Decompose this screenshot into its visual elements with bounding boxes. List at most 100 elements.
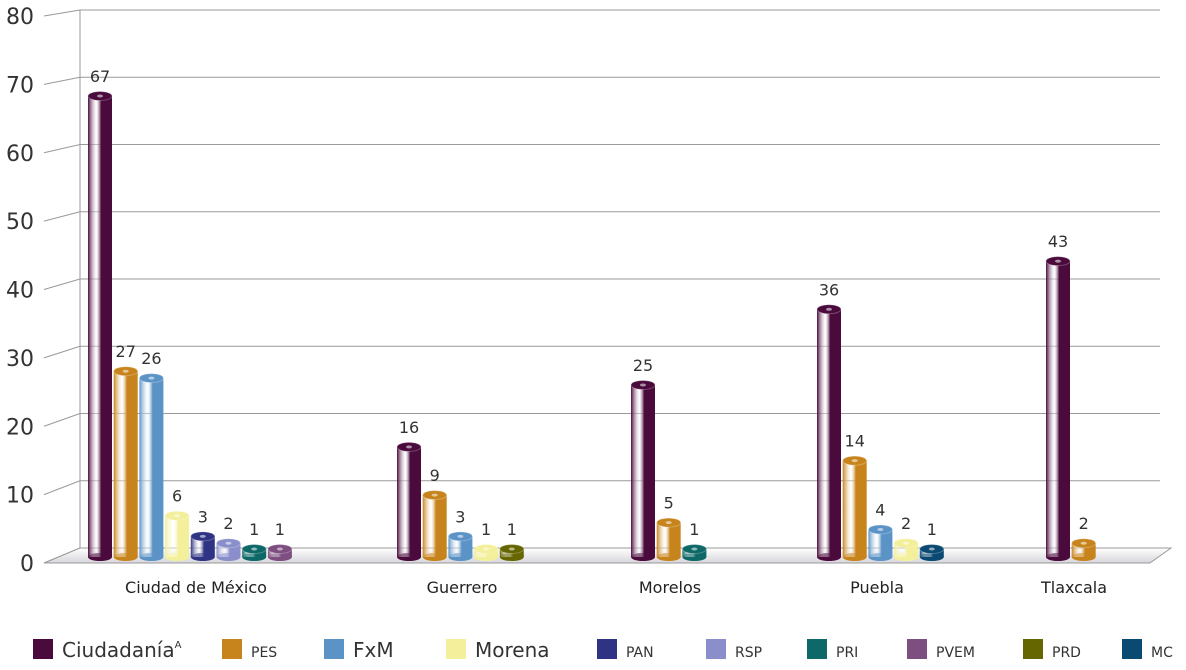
legend-item-pri: PRI: [807, 639, 858, 661]
bar-morelos-ciudadania: [630, 379, 656, 561]
bar-tlaxcala-pes: [1071, 538, 1097, 561]
grid-layer: [43, 9, 1160, 564]
value-label: 2: [223, 514, 233, 533]
y-tick-connector: [43, 211, 81, 222]
bar-morelos-pes: [656, 517, 682, 561]
legend-swatch: [222, 639, 242, 659]
bar-morelos-pri: [681, 544, 707, 561]
legend-label: CiudadaníaA: [62, 638, 182, 662]
y-tick-connector: [43, 76, 81, 85]
y-tick-label: 70: [6, 73, 34, 98]
bar-puebla-mc: [919, 544, 945, 561]
legend-swatch: [324, 639, 344, 659]
legend-item-pvem: PVEM: [907, 639, 975, 661]
bar-ciudad-de-mexico-pri: [241, 544, 267, 561]
legend-swatch: [597, 639, 617, 659]
legend-label: FxM: [353, 638, 394, 662]
value-label: 2: [1079, 514, 1089, 533]
bar-group-guerrero: [396, 441, 525, 561]
value-label: 14: [845, 432, 865, 451]
legend-label: PAN: [626, 645, 654, 661]
value-label: 9: [430, 466, 440, 485]
legend-item-pes: PES: [222, 639, 277, 661]
bar-ciudad-de-mexico-rsp: [216, 538, 241, 561]
x-tick-label: Puebla: [850, 578, 904, 597]
legend-item-prd: PRD: [1023, 639, 1081, 661]
legend-label: PES: [251, 645, 277, 661]
x-tick-label: Tlaxcala: [1040, 578, 1107, 597]
legend-item-mc: MC: [1122, 639, 1173, 661]
y-tick-label: 50: [6, 210, 34, 235]
value-label: 27: [116, 342, 136, 361]
x-tick-label: Morelos: [639, 578, 701, 597]
value-label: 1: [275, 520, 285, 539]
value-label: 1: [249, 520, 259, 539]
y-axis: 0 10 20 30 40 50 60 70 80: [6, 5, 34, 577]
bar-ciudad-de-mexico-pes: [113, 366, 139, 561]
value-label: 6: [172, 487, 182, 506]
bar-puebla-pes: [842, 455, 868, 561]
bars-layer: [87, 91, 1097, 561]
x-axis-labels: Ciudad de México Guerrero Morelos Puebla Tla…: [125, 578, 1107, 597]
y-tick-label: 10: [6, 484, 34, 509]
value-label: 3: [198, 507, 208, 526]
legend-item-rsp: RSP: [706, 639, 762, 661]
y-tick-connector: [43, 9, 81, 17]
legend-swatch: [33, 639, 53, 659]
legend-label: Morena: [475, 638, 550, 662]
value-label: 16: [399, 418, 419, 437]
value-label: 3: [455, 507, 465, 526]
y-tick-label: 80: [6, 5, 34, 30]
bar-guerrero-pes: [422, 490, 448, 561]
x-tick-label: Guerrero: [427, 578, 498, 597]
bar-puebla-morena: [893, 538, 919, 561]
bar-ciudad-de-mexico-pvem: [267, 544, 293, 561]
bar-guerrero-fxm: [447, 531, 473, 561]
legend-swatch: [807, 639, 827, 659]
value-label: 4: [875, 500, 885, 519]
bar-group-tlaxcala: [1045, 256, 1097, 561]
value-label: 1: [507, 520, 517, 539]
value-label: 43: [1048, 232, 1068, 251]
bar-tlaxcala-ciudadania: [1045, 256, 1071, 561]
bar-group-morelos: [630, 379, 707, 561]
bar-ciudad-de-mexico-morena: [164, 510, 190, 561]
bar-ciudad-de-mexico-pan: [190, 531, 216, 561]
value-label: 5: [664, 494, 674, 513]
bar-puebla-fxm: [867, 524, 893, 561]
value-label: 36: [819, 280, 839, 299]
legend-item-pan: PAN: [597, 639, 654, 661]
bar-ciudad-de-mexico-fxm: [138, 373, 164, 561]
bar-group-ciudad-de-mexico: [87, 91, 293, 561]
y-tick-label: 30: [6, 347, 34, 372]
legend-label: RSP: [735, 645, 762, 661]
legend-swatch: [706, 639, 726, 659]
y-tick-label: 20: [6, 415, 34, 440]
bar-guerrero-prd: [499, 544, 525, 561]
y-tick-connector: [43, 144, 81, 154]
value-label: 1: [689, 520, 699, 539]
bar-group-puebla: [816, 304, 945, 561]
x-tick-label: Ciudad de México: [125, 578, 267, 597]
value-label: 25: [633, 356, 653, 375]
value-label: 1: [481, 520, 491, 539]
y-tick-label: 0: [20, 552, 34, 577]
y-tick-connector: [43, 278, 81, 290]
value-label: 67: [90, 67, 110, 86]
legend-label: MC: [1151, 645, 1173, 661]
legend-swatch: [1122, 639, 1142, 659]
y-tick-label: 60: [6, 142, 34, 167]
legend: CiudadaníaA PES FxM Morena PAN RSP PRI PVEM PRD M…: [33, 638, 1173, 662]
y-tick-connector: [43, 413, 81, 427]
value-label: 26: [141, 349, 161, 368]
legend-item-ciudadania: CiudadaníaA: [33, 638, 182, 662]
legend-swatch: [907, 639, 927, 659]
bar-guerrero-morena: [473, 544, 499, 561]
legend-label: PRD: [1052, 645, 1081, 661]
legend-item-fxm: FxM: [324, 638, 394, 662]
legend-swatch: [1023, 639, 1043, 659]
value-label: 1: [927, 520, 937, 539]
legend-swatch: [446, 639, 466, 659]
bar-ciudad-de-mexico-ciudadania: [87, 91, 113, 561]
